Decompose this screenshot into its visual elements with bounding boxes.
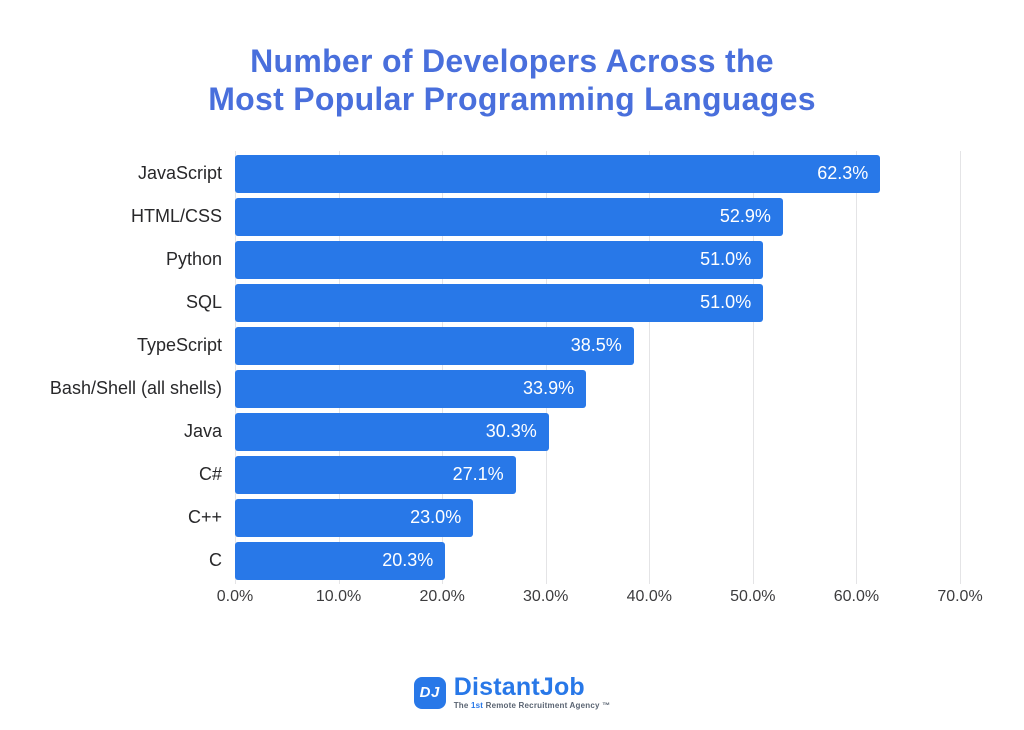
bar: 51.0% <box>235 240 764 279</box>
bar-track: 20.3% <box>235 541 960 580</box>
bar-track: 51.0% <box>235 240 960 279</box>
tagline-highlight: 1st <box>470 701 484 710</box>
gridline <box>960 150 961 584</box>
bar-row: HTML/CSS 52.9% <box>0 197 960 236</box>
bar-row: Bash/Shell (all shells) 33.9% <box>0 369 960 408</box>
plot-area: JavaScript 62.3% HTML/CSS 52.9% Python 51.0% S… <box>50 150 961 584</box>
bar: 33.9% <box>235 369 587 408</box>
gridline <box>752 150 754 584</box>
x-tick-label: 50.0% <box>730 587 776 605</box>
bar-row: TypeScript 38.5% <box>0 326 960 365</box>
bar: 27.1% <box>235 455 516 494</box>
bar-track: 33.9% <box>235 369 960 408</box>
gridline <box>856 150 858 584</box>
bar-rows: JavaScript 62.3% HTML/CSS 52.9% Python 51.0% S… <box>0 154 960 580</box>
category-label: JavaScript <box>137 163 222 184</box>
x-tick-label: 30.0% <box>523 587 569 605</box>
bar: 20.3% <box>235 541 446 580</box>
bar-row: Java 30.3% <box>0 412 960 451</box>
bar-value-label: 51.0% <box>700 249 752 270</box>
bar-track: 52.9% <box>235 197 960 236</box>
tagline-rest: Remote Recruitment Agency ™ <box>485 701 611 710</box>
logo-text: DistantJob The 1st Remote Recruitment Ag… <box>454 675 611 710</box>
bar: 23.0% <box>235 498 474 537</box>
bar-value-label: 20.3% <box>382 550 434 571</box>
distantjob-logo-icon: DJ <box>413 676 446 709</box>
bar-track: 23.0% <box>235 498 960 537</box>
brand-tagline: The 1st Remote Recruitment Agency ™ <box>454 702 611 710</box>
gridline <box>649 150 651 584</box>
bar-track: 51.0% <box>235 283 960 322</box>
bar-chart: JavaScript 62.3% HTML/CSS 52.9% Python 51.0% S… <box>0 150 1024 612</box>
gridline <box>338 150 340 584</box>
bar-value-label: 62.3% <box>817 163 869 184</box>
bar-track: 38.5% <box>235 326 960 365</box>
bar-row: Python 51.0% <box>0 240 960 279</box>
bar: 62.3% <box>235 154 881 193</box>
category-label: HTML/CSS <box>130 206 222 227</box>
x-tick-label: 0.0% <box>216 587 254 605</box>
category-label: SQL <box>185 292 222 313</box>
bar-value-label: 51.0% <box>700 292 752 313</box>
bar-row: JavaScript 62.3% <box>0 154 960 193</box>
gridlines <box>235 150 961 584</box>
bar-track: 62.3% <box>235 154 960 193</box>
category-label: C <box>209 550 222 571</box>
bar-row: SQL 51.0% <box>0 283 960 322</box>
bar-value-label: 30.3% <box>485 421 537 442</box>
bar-value-label: 27.1% <box>452 464 504 485</box>
bar-value-label: 23.0% <box>410 507 462 528</box>
x-tick-label: 60.0% <box>833 587 880 605</box>
bar: 52.9% <box>235 197 783 236</box>
category-label: C++ <box>187 507 222 528</box>
bar-row: C 20.3% <box>0 541 960 580</box>
bar-value-label: 33.9% <box>523 378 575 399</box>
tagline-prefix: The <box>453 701 469 710</box>
bar-row: C++ 23.0% <box>0 498 960 537</box>
x-tick-label: 40.0% <box>626 587 672 605</box>
bar-row: C# 27.1% <box>0 455 960 494</box>
bar-value-label: 52.9% <box>719 206 771 227</box>
bar: 38.5% <box>235 326 634 365</box>
category-label: C# <box>198 464 222 485</box>
infographic-root: Number of Developers Across the Most Pop… <box>0 42 1024 730</box>
bar-value-label: 38.5% <box>570 335 622 356</box>
category-label: TypeScript <box>136 335 222 356</box>
logo-monogram: DJ <box>419 684 440 701</box>
chart-title-line-1: Number of Developers Across the <box>250 43 774 79</box>
x-axis: 0.0% 10.0% 20.0% 30.0% 40.0% 50.0% 60.0% 70.0% <box>217 587 983 612</box>
category-label: Bash/Shell (all shells) <box>49 378 222 399</box>
chart-title-line-2: Most Popular Programming Languages <box>208 81 816 118</box>
category-label: Java <box>183 421 222 442</box>
x-tick-label: 10.0% <box>315 587 362 605</box>
gridline <box>545 150 547 584</box>
distantjob-logo: DJ DistantJob The 1st Remote Recruitment… <box>0 675 1024 710</box>
bar: 51.0% <box>235 283 764 322</box>
x-tick-label: 20.0% <box>419 587 465 605</box>
bar: 30.3% <box>235 412 549 451</box>
gridline <box>235 150 236 584</box>
chart-title: Number of Developers Across the Most Pop… <box>0 42 1024 119</box>
category-label: Python <box>165 249 222 270</box>
x-tick-label: 70.0% <box>937 587 983 605</box>
gridline <box>442 150 444 584</box>
bar-track: 27.1% <box>235 455 960 494</box>
bar-track: 30.3% <box>235 412 960 451</box>
